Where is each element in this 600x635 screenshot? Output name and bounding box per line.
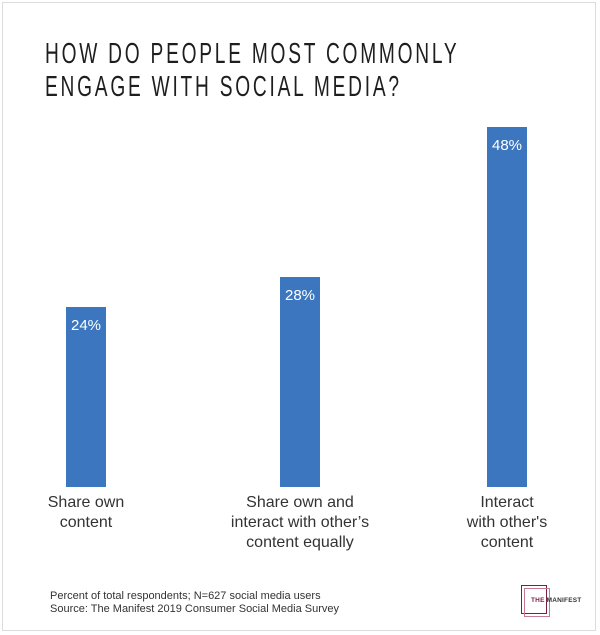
data-label: 24% bbox=[71, 317, 101, 334]
data-label: 48% bbox=[492, 137, 522, 154]
data-label: 28% bbox=[285, 287, 315, 304]
footer-source: Source: The Manifest 2019 Consumer Socia… bbox=[50, 603, 339, 615]
category-label-line: with other's bbox=[466, 514, 548, 531]
title-line-2: ENGAGE WITH SOCIAL MEDIA? bbox=[45, 71, 402, 103]
title-line-1: HOW DO PEOPLE MOST COMMONLY bbox=[45, 38, 460, 70]
category-label-line: content bbox=[480, 534, 534, 551]
footer-note: Percent of total respondents; N=627 soci… bbox=[50, 590, 321, 602]
logo-text: THE MANIFEST bbox=[531, 597, 582, 604]
bar bbox=[66, 307, 106, 487]
category-label-line: Interact bbox=[480, 494, 534, 511]
category-label: Share own and interact with other’s conten… bbox=[200, 493, 400, 553]
category-label-line: Share own and bbox=[246, 494, 354, 511]
footer: Percent of total respondents; N=627 soci… bbox=[50, 590, 339, 616]
logo-square-light bbox=[524, 588, 550, 617]
category-label-line: Share own bbox=[47, 494, 125, 511]
category-label-line: interact with other’s bbox=[230, 514, 370, 531]
chart-title: HOW DO PEOPLE MOST COMMONLY ENGAGE WITH … bbox=[45, 38, 459, 104]
category-label-line: content bbox=[59, 514, 113, 531]
manifest-logo: THE MANIFEST bbox=[521, 585, 581, 617]
bar bbox=[280, 277, 320, 487]
bar bbox=[487, 127, 527, 487]
category-label-line: content equally bbox=[246, 534, 354, 551]
category-label: Share own content bbox=[0, 493, 186, 533]
category-label: Interact with other's content bbox=[407, 493, 600, 553]
logo-square-dark bbox=[521, 585, 547, 614]
